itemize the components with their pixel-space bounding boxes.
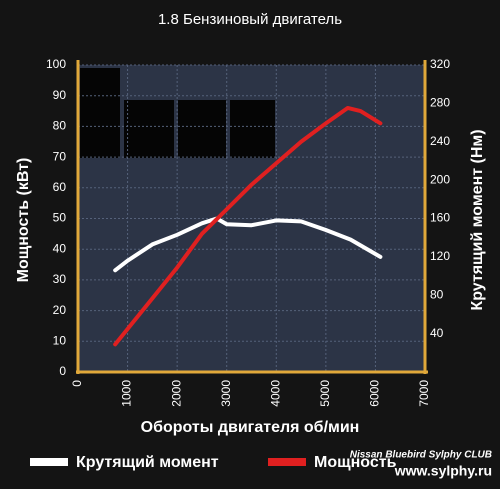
y2-tick-label: 120 [430,249,450,263]
x-axis-label: Обороты двигателя об/мин [141,419,360,436]
x-tick-label: 3000 [219,380,233,407]
line [113,216,383,273]
y-tick-label: 0 [59,364,66,378]
y2-tick-label: 40 [430,326,444,340]
x-tick-label: 7000 [417,380,431,407]
legend-label: Крутящий момент [76,454,219,471]
x-tick-label: 4000 [268,380,282,407]
y2-axis-label: Крутящий момент (Нм) [469,129,486,310]
y-tick-label: 90 [53,88,67,102]
y2-tick-label: 240 [430,134,450,148]
y2-tick-label: 280 [430,96,450,110]
y2-tick-label: 200 [430,172,450,186]
y-tick-label: 20 [53,303,67,317]
legend-swatch [268,458,306,466]
y-tick-label: 40 [53,241,67,255]
marks [113,105,383,347]
watermark: Nissan Bluebird Sylphy CLUB [350,450,492,461]
line [113,105,383,347]
y-tick-label: 50 [53,211,67,225]
chart-title: 1.8 Бензиновый двигатель [158,11,342,28]
occlusion [178,100,226,158]
x-tick-label: 6000 [368,380,382,407]
y-tick-label: 10 [53,333,67,347]
x-tick-label: 5000 [318,380,332,407]
legend-swatch [30,458,68,466]
y-tick-label: 30 [53,272,67,286]
grid [77,64,426,373]
y2-tick-label: 320 [430,57,450,71]
watermark: www.sylphy.ru [394,463,492,479]
y-tick-label: 70 [53,149,67,163]
y-tick-label: 100 [46,57,66,71]
y2-tick-label: 80 [430,287,444,301]
occlusion [124,100,174,158]
x-tick-label: 0 [70,380,84,387]
occlusion [80,68,120,158]
y-axis-label: Мощность (кВт) [15,158,32,283]
y2-tick-label: 160 [430,211,450,225]
x-tick-label: 1000 [120,380,134,407]
y-tick-label: 80 [53,119,67,133]
y-tick-label: 60 [53,180,67,194]
occlusion [230,100,275,158]
x-tick-label: 2000 [169,380,183,407]
legend-label: Мощность [314,454,397,471]
